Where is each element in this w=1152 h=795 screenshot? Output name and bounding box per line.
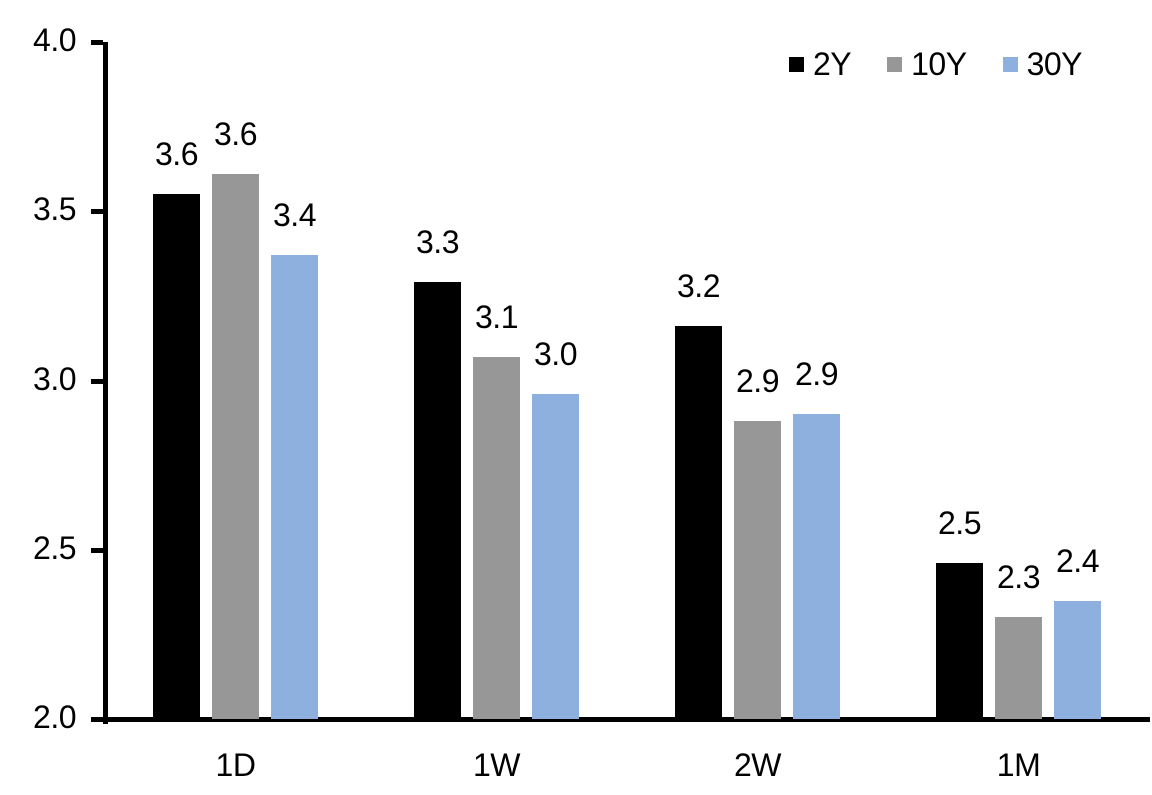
x-label-1d: 1D — [215, 747, 256, 783]
y-tick-3.0 — [91, 379, 103, 384]
bar-label-1w-10y: 3.1 — [475, 299, 518, 335]
x-axis-line — [91, 717, 1150, 722]
legend-label-10y: 10Y — [911, 46, 967, 82]
bar-label-1d-10y: 3.6 — [214, 116, 257, 152]
bar-label-1m-30y: 2.4 — [1056, 543, 1099, 579]
y-tick-3.5 — [91, 209, 103, 214]
y-axis-line — [103, 42, 108, 724]
y-tick-label-2.5: 2.5 — [33, 530, 76, 566]
bar-2w-30y — [793, 414, 840, 719]
bar-1d-30y — [271, 255, 318, 719]
y-tick-label-4.0: 4.0 — [33, 22, 76, 58]
legend-swatch-10y — [887, 56, 903, 72]
bar-label-1m-2y: 2.5 — [938, 505, 981, 541]
x-label-2w: 2W — [734, 747, 782, 783]
bar-label-1w-2y: 3.3 — [416, 224, 459, 260]
y-tick-label-3.5: 3.5 — [33, 191, 76, 227]
legend: 2Y 10Y 30Y — [788, 46, 1083, 82]
bar-label-1m-10y: 2.3 — [997, 559, 1040, 595]
bar-1w-10y — [473, 357, 520, 719]
y-tick-4.0 — [91, 40, 103, 45]
bar-1d-2y — [153, 194, 200, 719]
bar-label-2w-2y: 3.2 — [677, 268, 720, 304]
bar-label-1w-30y: 3.0 — [534, 336, 577, 372]
bar-1d-10y — [212, 174, 259, 719]
bar-1w-2y — [414, 282, 461, 719]
bar-2w-10y — [734, 421, 781, 719]
bar-label-2w-10y: 2.9 — [736, 363, 779, 399]
legend-swatch-2y — [788, 56, 804, 72]
y-tick-label-3.0: 3.0 — [33, 361, 76, 397]
legend-label-2y: 2Y — [812, 46, 852, 82]
bar-2w-2y — [675, 326, 722, 719]
y-tick-label-2.0: 2.0 — [33, 699, 76, 735]
bar-1m-2y — [936, 563, 983, 719]
legend-swatch-30y — [1002, 56, 1018, 72]
legend-item-2y: 2Y — [788, 46, 852, 82]
bar-label-1d-2y: 3.6 — [155, 136, 198, 172]
x-label-1w: 1W — [473, 747, 521, 783]
bar-label-1d-30y: 3.4 — [273, 197, 316, 233]
bar-1m-30y — [1054, 601, 1101, 719]
bar-1m-10y — [995, 617, 1042, 719]
bar-label-2w-30y: 2.9 — [795, 356, 838, 392]
y-tick-2.5 — [91, 548, 103, 553]
x-label-1m: 1M — [996, 747, 1041, 783]
legend-item-10y: 10Y — [887, 46, 967, 82]
legend-label-30y: 30Y — [1026, 46, 1083, 82]
bar-1w-30y — [532, 394, 579, 719]
legend-item-30y: 30Y — [1002, 46, 1083, 82]
y-tick-2.0 — [91, 717, 103, 722]
